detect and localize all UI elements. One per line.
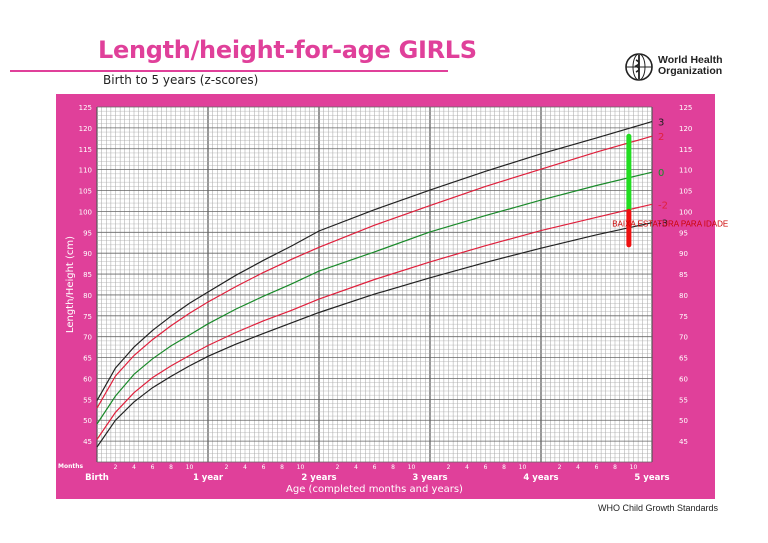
y-tick-label-left: 70 [83,334,92,342]
y-tick-label-right: 90 [679,250,688,258]
x-year-tick-label: 3 years [412,473,447,483]
y-tick-label-right: 55 [679,396,688,404]
y-tick-label-right: 50 [679,417,688,425]
y-tick-label-right: 60 [679,375,688,383]
x-month-tick-label: 8 [391,464,395,471]
y-tick-label-right: 75 [679,313,688,321]
z-curve--3 [96,222,653,448]
z-curve-label: -2 [658,200,668,211]
z-curve-label: 2 [658,132,664,143]
y-tick-label-left: 60 [83,375,92,383]
x-month-tick-label: 10 [297,464,305,471]
x-month-tick-label: 2 [558,464,562,471]
x-month-tick-label: 8 [502,464,506,471]
z-curve--2 [96,203,653,440]
x-month-tick-label: 2 [225,464,229,471]
x-month-tick-label: 2 [336,464,340,471]
y-tick-label-right: 70 [679,334,688,342]
z-curve-label: 0 [658,168,664,179]
page-subtitle: Birth to 5 years (z-scores) [103,73,259,87]
x-month-tick-label: 6 [151,464,155,471]
y-tick-label-left: 120 [79,125,92,133]
annotation-label: BAIXA ESTATURA PARA IDADE [612,219,728,228]
y-tick-label-left: 75 [83,313,92,321]
x-month-tick-label: 10 [519,464,527,471]
x-month-tick-label: 8 [613,464,617,471]
y-tick-label-right: 105 [679,188,692,196]
y-tick-label-left: 55 [83,396,92,404]
z-curve-2 [96,135,653,409]
x-month-tick-label: 4 [243,464,247,471]
who-org-name: World Health Organization [658,55,723,77]
z-curve-3 [96,121,653,401]
y-tick-label-right: 100 [679,208,692,216]
y-tick-label-right: 45 [679,438,688,446]
x-year-tick-label: 1 year [193,473,224,483]
who-org-line2: Organization [658,65,723,77]
x-month-tick-label: 8 [169,464,173,471]
y-tick-label-right: 85 [679,271,688,279]
who-emblem-icon [625,53,653,81]
y-tick-label-left: 45 [83,438,92,446]
x-axis-label: Age (completed months and years) [286,484,463,495]
z-curve-label: -3 [658,219,668,230]
x-year-tick-label: 2 years [301,473,336,483]
x-year-tick-label: Birth [85,473,109,483]
x-year-tick-label: 4 years [523,473,558,483]
y-tick-label-left: 110 [79,167,92,175]
y-tick-label-right: 120 [679,125,692,133]
footer-credit: WHO Child Growth Standards [598,503,719,513]
y-tick-label-left: 100 [79,208,92,216]
y-tick-label-left: 105 [79,188,92,196]
x-unit-label: Months [58,463,84,470]
x-month-tick-label: 6 [484,464,488,471]
x-month-tick-label: 10 [630,464,638,471]
who-org-line1: World Health [658,54,723,66]
y-tick-label-left: 115 [79,146,92,154]
x-year-tick-label: 5 years [634,473,669,483]
x-month-tick-label: 10 [408,464,416,471]
x-month-tick-label: 4 [132,464,136,471]
y-tick-label-right: 65 [679,355,688,363]
page-title: Length/height-for-age GIRLS [98,36,477,64]
x-month-tick-label: 10 [186,464,194,471]
x-month-tick-label: 4 [465,464,469,471]
y-tick-label-right: 110 [679,167,692,175]
y-tick-label-right: 95 [679,229,688,237]
x-month-tick-label: 6 [595,464,599,471]
y-tick-label-left: 85 [83,271,92,279]
y-axis-label: Length/Height (cm) [65,236,76,333]
x-month-tick-label: 4 [354,464,358,471]
y-tick-label-right: 80 [679,292,688,300]
y-tick-label-right: 115 [679,146,692,154]
y-tick-label-left: 125 [79,104,92,112]
y-tick-label-left: 80 [83,292,92,300]
title-underline [10,70,448,72]
who-logo-block: World Health Organization [624,52,734,82]
x-month-tick-label: 6 [373,464,377,471]
x-month-tick-label: 8 [280,464,284,471]
z-curve-label: 3 [658,118,664,129]
x-month-tick-label: 4 [576,464,580,471]
x-month-tick-label: 6 [262,464,266,471]
y-tick-label-right: 125 [679,104,692,112]
y-tick-label-left: 65 [83,355,92,363]
z-curve-0 [96,171,653,425]
x-month-tick-label: 2 [114,464,118,471]
y-tick-label-left: 90 [83,250,92,258]
x-month-tick-label: 2 [447,464,451,471]
y-tick-label-left: 50 [83,417,92,425]
y-tick-label-left: 95 [83,229,92,237]
